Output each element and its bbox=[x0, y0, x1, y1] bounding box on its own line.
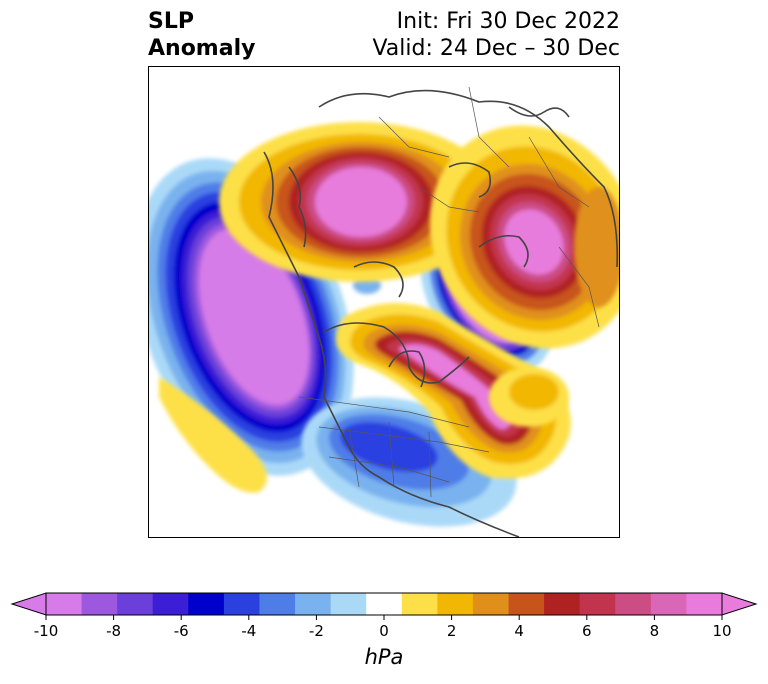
colorbar-tick-label: 10 bbox=[712, 622, 731, 640]
colorbar-extend-max bbox=[721, 592, 758, 616]
borders bbox=[298, 86, 600, 498]
colorbar-segment bbox=[579, 593, 616, 615]
anomaly-map bbox=[149, 86, 619, 537]
colorbar-segment bbox=[401, 593, 438, 615]
valid-range: Valid: 24 Dec – 30 Dec bbox=[372, 36, 620, 61]
colorbar-segment bbox=[544, 593, 581, 615]
colorbar-ticks: -10 -8 -6 -4 -2 0 2 4 6 8 10 bbox=[34, 615, 732, 640]
colorbar-segment bbox=[437, 593, 474, 615]
positive-lobes bbox=[159, 187, 619, 493]
colorbar-segment bbox=[508, 593, 545, 615]
colorbar-segment bbox=[615, 593, 652, 615]
colorbar-segment bbox=[295, 593, 332, 615]
colorbar-tick-label: 2 bbox=[447, 622, 457, 640]
colorbar-segment bbox=[259, 593, 296, 615]
siberia-high bbox=[219, 122, 499, 282]
colorbar-segment bbox=[650, 593, 687, 615]
colorbar-tick-label: 0 bbox=[379, 622, 389, 640]
colorbar-tick-label: 8 bbox=[650, 622, 660, 640]
colorbar-segment bbox=[330, 593, 367, 615]
colorbar-segment bbox=[188, 593, 225, 615]
colorbar-extend-min bbox=[10, 592, 47, 616]
colorbar-tick-label: -4 bbox=[241, 622, 256, 640]
title-right: Init: Fri 30 Dec 2022 Valid: 24 Dec – 30… bbox=[372, 8, 620, 62]
colorbar-segment bbox=[223, 593, 260, 615]
colorbar-units: hPa bbox=[364, 645, 404, 669]
colorbar-tick-label: -8 bbox=[106, 622, 121, 640]
colorbar-tick-label: -6 bbox=[174, 622, 189, 640]
colorbar: -10 -8 -6 -4 -2 0 2 4 6 8 10 bbox=[10, 592, 758, 640]
init-date: Init: Fri 30 Dec 2022 bbox=[396, 9, 620, 34]
colorbar-segment bbox=[686, 593, 723, 615]
title-left: SLP Anomaly bbox=[148, 8, 255, 62]
colorbar-segment bbox=[472, 593, 510, 615]
colorbar-segment bbox=[366, 593, 403, 615]
colorbar-segment bbox=[117, 593, 154, 615]
colorbar-segment bbox=[152, 593, 189, 615]
pacific-low bbox=[149, 158, 354, 476]
colorbar-tick-label: -2 bbox=[309, 622, 324, 640]
title-type: Anomaly bbox=[148, 36, 256, 61]
colorbar-tick-label: 6 bbox=[582, 622, 592, 640]
map-panel bbox=[148, 66, 620, 538]
colorbar-segment bbox=[81, 593, 118, 615]
colorbar-tick-label: -10 bbox=[34, 622, 59, 640]
colorbar-tick-label: 4 bbox=[514, 622, 524, 640]
colorbar-segments bbox=[10, 592, 758, 616]
atlantic-high bbox=[336, 303, 571, 479]
coastlines bbox=[263, 89, 619, 537]
title-variable: SLP bbox=[148, 9, 194, 34]
colorbar-segment bbox=[46, 593, 83, 615]
